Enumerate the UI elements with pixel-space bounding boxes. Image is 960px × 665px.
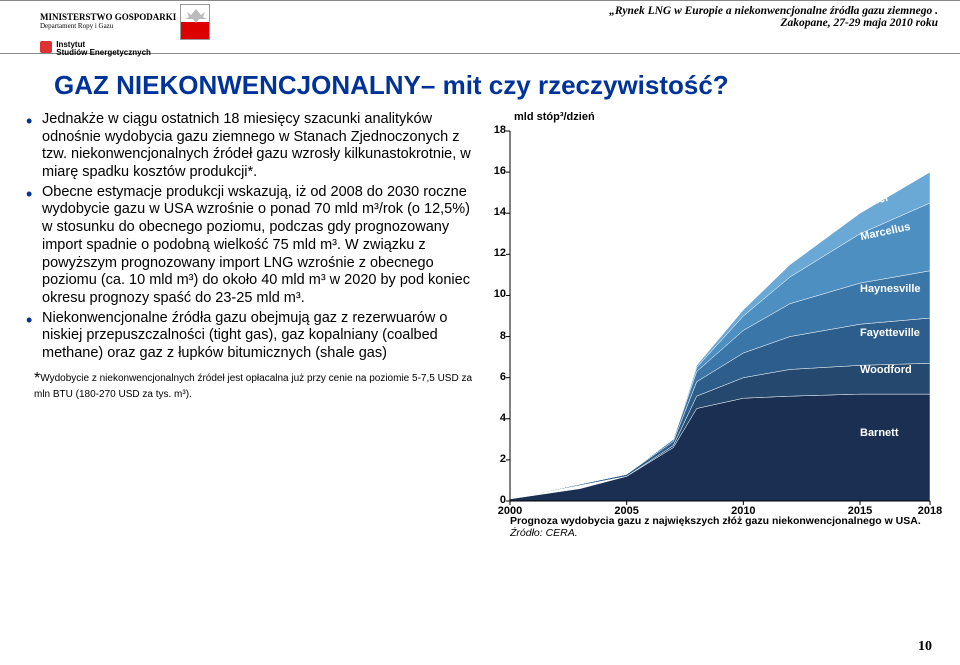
institute-line2: Studiów Energetycznych: [56, 48, 151, 57]
series-label-barnett: Barnett: [860, 427, 899, 439]
footnote: *Wydobycie z niekonwencjonalnych źródeł …: [24, 369, 474, 402]
chart-caption: Prognoza wydobycia gazu z największych z…: [480, 515, 940, 539]
y-tick-label: 16: [486, 165, 506, 177]
x-tick-label: 2010: [723, 505, 763, 517]
content-row: Jednakże w ciągu ostatnich 18 miesięcy s…: [0, 111, 960, 539]
y-tick-label: 10: [486, 288, 506, 300]
polish-emblem-icon: [180, 4, 210, 40]
event-info: „Rynek LNG w Europie a niekonwencjonalne…: [609, 5, 938, 29]
y-tick-label: 2: [486, 453, 506, 465]
y-tick-label: 8: [486, 330, 506, 342]
event-line2: Zakopane, 27-29 maja 2010 roku: [609, 17, 938, 29]
y-tick-label: 6: [486, 371, 506, 383]
event-line1: „Rynek LNG w Europie a niekonwencjonalne…: [609, 5, 938, 17]
y-tick-label: 12: [486, 247, 506, 259]
chart-column: mld stóp³/dzień 024681012141618200020052…: [480, 111, 940, 539]
y-tick-label: 14: [486, 206, 506, 218]
page-title: GAZ NIEKONWENCJONALNY– mit czy rzeczywis…: [54, 70, 960, 101]
institute-logo-icon: [40, 41, 52, 53]
bullet-1: Jednakże w ciągu ostatnich 18 miesięcy s…: [24, 111, 474, 182]
bullet-3: Niekonwencjonalne źródła gazu obejmują g…: [24, 310, 474, 363]
text-column: Jednakże w ciągu ostatnich 18 miesięcy s…: [24, 111, 474, 539]
series-label-haynesville: Haynesville: [860, 283, 921, 295]
header-bar: MINISTERSTWO GOSPODARKI Departament Ropy…: [0, 0, 960, 54]
page-number: 10: [918, 639, 932, 655]
chart-area: mld stóp³/dzień 024681012141618200020052…: [480, 111, 936, 511]
bullet-2: Obecne estymacje produkcji wskazują, iż …: [24, 184, 474, 308]
header-left-logos: MINISTERSTWO GOSPODARKI Departament Ropy…: [40, 4, 210, 40]
ministry-subtitle: Departament Ropy i Gazu: [40, 23, 176, 31]
stacked-area-chart: [480, 121, 936, 511]
institute-logo: Instytut Studiów Energetycznych: [40, 41, 151, 58]
caption-source: Źródło: CERA.: [510, 527, 578, 539]
series-label-fayetteville: Fayetteville: [860, 327, 920, 339]
x-tick-label: 2005: [607, 505, 647, 517]
y-tick-label: 18: [486, 124, 506, 136]
bullet-list: Jednakże w ciągu ostatnich 18 miesięcy s…: [24, 111, 474, 363]
y-tick-label: 4: [486, 412, 506, 424]
series-label-woodford: Woodford: [860, 364, 912, 376]
x-tick-label: 2000: [490, 505, 530, 517]
x-tick-label: 2018: [910, 505, 950, 517]
footnote-text: Wydobycie z niekonwencjonalnych źródeł j…: [34, 373, 472, 400]
ministry-text: MINISTERSTWO GOSPODARKI Departament Ropy…: [40, 13, 176, 31]
x-tick-label: 2015: [840, 505, 880, 517]
